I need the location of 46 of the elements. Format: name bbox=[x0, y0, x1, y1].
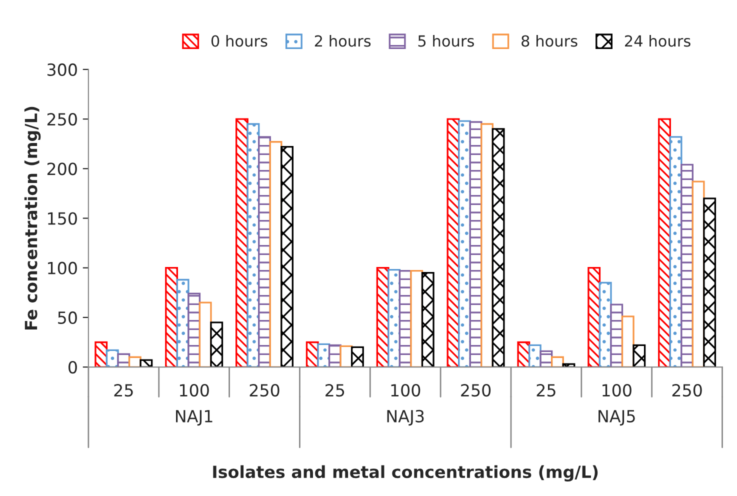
x-tick-label: 250 bbox=[250, 384, 280, 397]
x-tick-label: 25 bbox=[114, 384, 133, 397]
bar bbox=[94, 341, 108, 368]
bar bbox=[165, 267, 178, 368]
y-tick-label: 250 bbox=[47, 113, 77, 126]
x-tick-label: 100 bbox=[180, 384, 209, 397]
bar bbox=[188, 292, 201, 368]
bar bbox=[703, 198, 716, 368]
x-tick-label: 100 bbox=[602, 384, 632, 397]
bar bbox=[210, 322, 224, 368]
bar bbox=[658, 118, 671, 368]
text: NAJ1 bbox=[176, 410, 212, 426]
x-tick-label: 250 bbox=[672, 384, 702, 397]
bar bbox=[540, 350, 553, 368]
bar bbox=[280, 146, 294, 368]
bar bbox=[680, 164, 694, 368]
y-tick-label: 200 bbox=[47, 162, 77, 176]
bar bbox=[421, 272, 434, 368]
y-axis-title: Fe concentration (mg/L) bbox=[24, 106, 41, 330]
y-tick-label: 300 bbox=[47, 63, 77, 76]
bar bbox=[198, 302, 212, 368]
x-tick-label: 100 bbox=[391, 384, 420, 397]
text: NAJ5 bbox=[598, 410, 635, 426]
legend-label: 5 hours bbox=[418, 34, 474, 47]
y-tick-label: 0 bbox=[68, 361, 77, 374]
bar bbox=[492, 128, 505, 368]
legend-label: 24 hours bbox=[625, 34, 690, 47]
legend-label: 0 hours bbox=[211, 34, 268, 47]
bar bbox=[588, 267, 601, 368]
legend-label: 2 hours bbox=[314, 34, 371, 47]
y-tick-label: 150 bbox=[48, 212, 77, 225]
bar bbox=[551, 356, 564, 368]
x-tick-label: 250 bbox=[461, 384, 491, 397]
text: NAJ3 bbox=[387, 410, 424, 426]
y-tick-label: 100 bbox=[48, 262, 77, 274]
bar bbox=[140, 359, 153, 368]
y-tick-label: 50 bbox=[58, 311, 77, 324]
x-axis-title: Isolates and metal concentrations (mg/L) bbox=[213, 465, 598, 482]
bar bbox=[610, 304, 624, 368]
bar bbox=[562, 363, 576, 368]
bar bbox=[632, 344, 646, 368]
bar bbox=[621, 316, 634, 368]
legend-label: 8 hours bbox=[522, 34, 578, 47]
x-tick-label: 25 bbox=[326, 384, 344, 397]
x-tick-label: 25 bbox=[536, 384, 556, 397]
bar bbox=[350, 346, 364, 368]
